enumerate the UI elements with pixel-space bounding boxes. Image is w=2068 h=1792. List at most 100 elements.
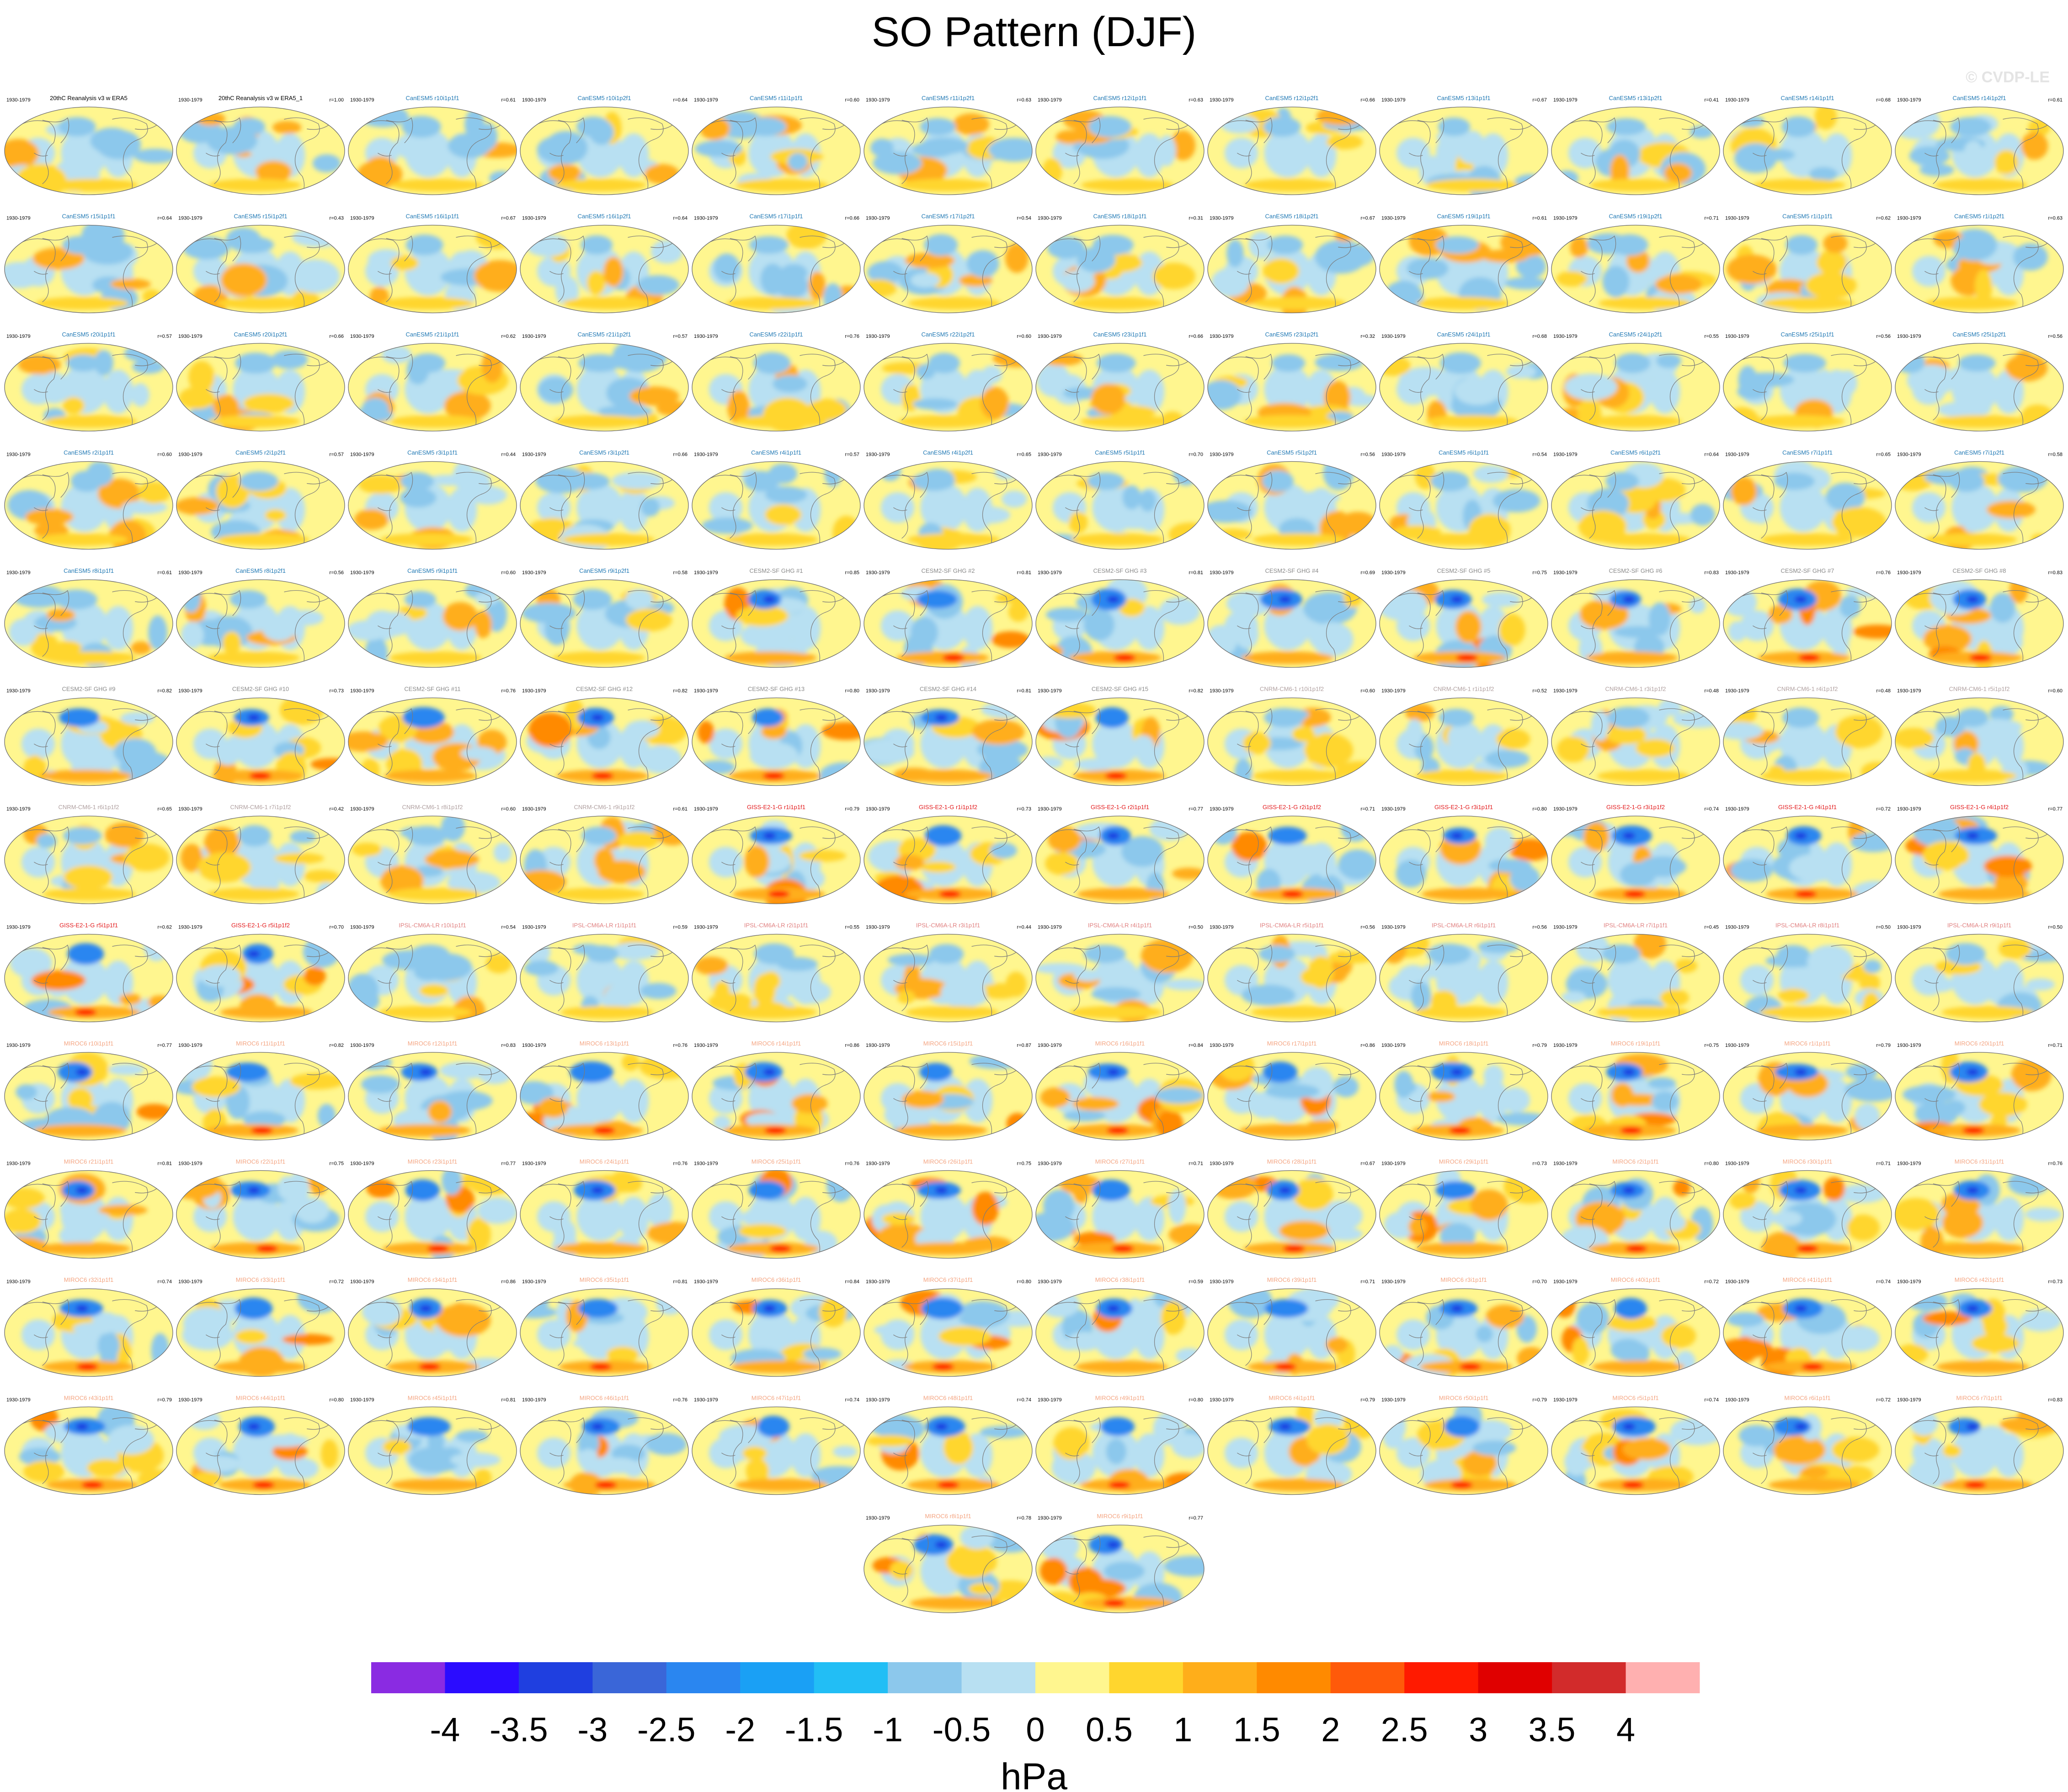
panel-correlation: r=0.66 [1189,334,1204,339]
panel-period: 1930-1979 [1725,334,1749,339]
panel-period: 1930-1979 [866,806,890,812]
coastlines [361,826,502,904]
map-field [692,816,860,904]
panel-period: 1930-1979 [1725,1043,1749,1048]
map-outline [348,816,517,904]
map-panel: 1930-1979 MIROC6 r33i1p1f1 r=0.72 [176,1276,345,1377]
panel-period: 1930-1979 [694,1043,718,1048]
coastlines [189,590,330,667]
panel-correlation: r=0.81 [1189,570,1204,576]
map-panel: 1930-1979 CanESM5 r6i1p2f1 r=0.64 [1551,449,1720,550]
panel-period: 1930-1979 [1038,452,1062,458]
panel-period: 1930-1979 [178,1279,203,1285]
map-panel: 1930-1979 CanESM5 r1i1p1f1 r=0.62 [1723,213,1892,314]
panel-correlation: r=0.82 [1189,688,1204,694]
map-panel: 1930-1979 MIROC6 r1i1p1f1 r=0.79 [1723,1040,1892,1141]
panel-title: MIROC6 r45i1p1f1 [408,1395,457,1402]
colorbar-box [961,1662,1036,1693]
map-panel: 1930-1979 CESM2-SF GHG #8 r=0.83 [1895,567,2064,668]
map-outline [1035,107,1205,195]
coastlines [704,944,846,1022]
map-field [520,934,688,1022]
map-outline [1207,933,1376,1023]
map-panel: 1930-1979 IPSL-CM6A-LR r6i1p1f1 r=0.56 [1379,922,1548,1023]
map-outline [1035,697,1205,786]
colorbar-box [1109,1662,1183,1693]
panel-title: IPSL-CM6A-LR r2i1p1f1 [744,922,808,929]
panel-correlation: r=0.81 [501,1397,516,1403]
map-panel: 1930-1979 MIROC6 r32i1p1f1 r=0.74 [4,1276,173,1377]
panel-correlation: r=0.81 [158,1161,172,1167]
panel-period: 1930-1979 [1897,334,1921,339]
panel-correlation: r=0.80 [330,1397,344,1403]
map-panel: 1930-1979 CanESM5 r20i1p1f1 r=0.57 [4,331,173,432]
panel-title: CanESM5 r6i1p2f1 [1610,449,1661,456]
map-field [1551,1170,1720,1259]
panel-period: 1930-1979 [178,688,203,694]
panel-correlation: r=0.72 [1705,1279,1719,1285]
map-field [692,107,860,195]
coastlines [17,235,158,313]
panel-title: CanESM5 r13i1p1f1 [1437,95,1490,101]
panel-correlation: r=0.48 [1705,688,1719,694]
coastlines [1392,1181,1533,1259]
map-panel: 1930-1979 CanESM5 r22i1p1f1 r=0.76 [692,331,861,432]
panel-period: 1930-1979 [1553,570,1578,576]
map-outline [1723,224,1892,314]
panel-title: GISS-E2-1-G r2i1p1f1 [1091,804,1149,811]
map-outline [520,1406,689,1495]
panel-title: CESM2-SF GHG #10 [232,686,289,693]
watermark: © CVDP-LE [1966,69,2050,86]
panel-period: 1930-1979 [1897,452,1921,458]
panel-title: CanESM5 r3i1p2f1 [579,449,629,456]
map-field [5,1289,173,1376]
panel-correlation: r=0.83 [2048,570,2063,576]
panel-correlation: r=0.56 [1533,925,1547,930]
map-outline [1207,461,1376,550]
panel-title: MIROC6 r2i1p1f1 [1612,1158,1658,1165]
panel-correlation: r=0.58 [673,570,688,576]
panel-title: MIROC6 r39i1p1f1 [1267,1276,1316,1283]
map-outline [176,933,345,1023]
map-field [1208,343,1376,431]
panel-title: CNRM-CM6-1 r9i1p1f2 [574,804,635,811]
panel-title: CanESM5 r19i1p2f1 [1609,213,1662,220]
panel-correlation: r=0.60 [2048,688,2063,694]
map-panel: 1930-1979 CanESM5 r15i1p1f1 r=0.64 [4,213,173,314]
panel-period: 1930-1979 [1210,925,1234,930]
coastlines [704,708,846,786]
panel-correlation: r=0.70 [330,925,344,930]
coastlines [1564,944,1705,1022]
panel-correlation: r=0.71 [1705,216,1719,221]
panel-correlation: r=0.66 [673,452,688,458]
map-panel: 1930-1979 CanESM5 r22i1p2f1 r=0.60 [863,331,1033,432]
colorbar-tick-label: 2 [1321,1711,1340,1749]
panel-period: 1930-1979 [1897,570,1921,576]
map-outline [1207,1170,1376,1259]
coastlines [361,708,502,786]
map-panel: 1930-1979 CESM2-SF GHG #3 r=0.81 [1035,567,1205,668]
coastlines [1736,1417,1877,1495]
coastlines [361,1181,502,1259]
map-panel: 1930-1979 CNRM-CM6-1 r8i1p1f2 r=0.60 [348,804,517,904]
map-field [692,934,860,1022]
colorbar-box [740,1662,815,1693]
map-field [5,1407,173,1495]
coastlines [189,1062,330,1140]
panel-title: CanESM5 r16i1p2f1 [577,213,631,220]
map-field [1380,225,1548,313]
map-outline [1207,224,1376,314]
map-outline [1895,1406,2064,1495]
map-outline [348,697,517,786]
map-field [1380,816,1548,904]
panel-correlation: r=0.41 [1705,97,1719,103]
panel-period: 1930-1979 [1553,216,1578,221]
map-field [1551,343,1720,431]
map-panel: 1930-1979 IPSL-CM6A-LR r2i1p1f1 r=0.55 [692,922,861,1023]
panel-title: MIROC6 r36i1p1f1 [752,1276,801,1283]
map-field [1895,1052,2063,1140]
panel-title: CanESM5 r23i1p1f1 [1093,331,1146,338]
map-panel: 1930-1979 CanESM5 r5i1p1f1 r=0.70 [1035,449,1205,550]
colorbar-box [592,1662,667,1693]
panel-title: CNRM-CM6-1 r6i1p1f2 [59,804,119,811]
